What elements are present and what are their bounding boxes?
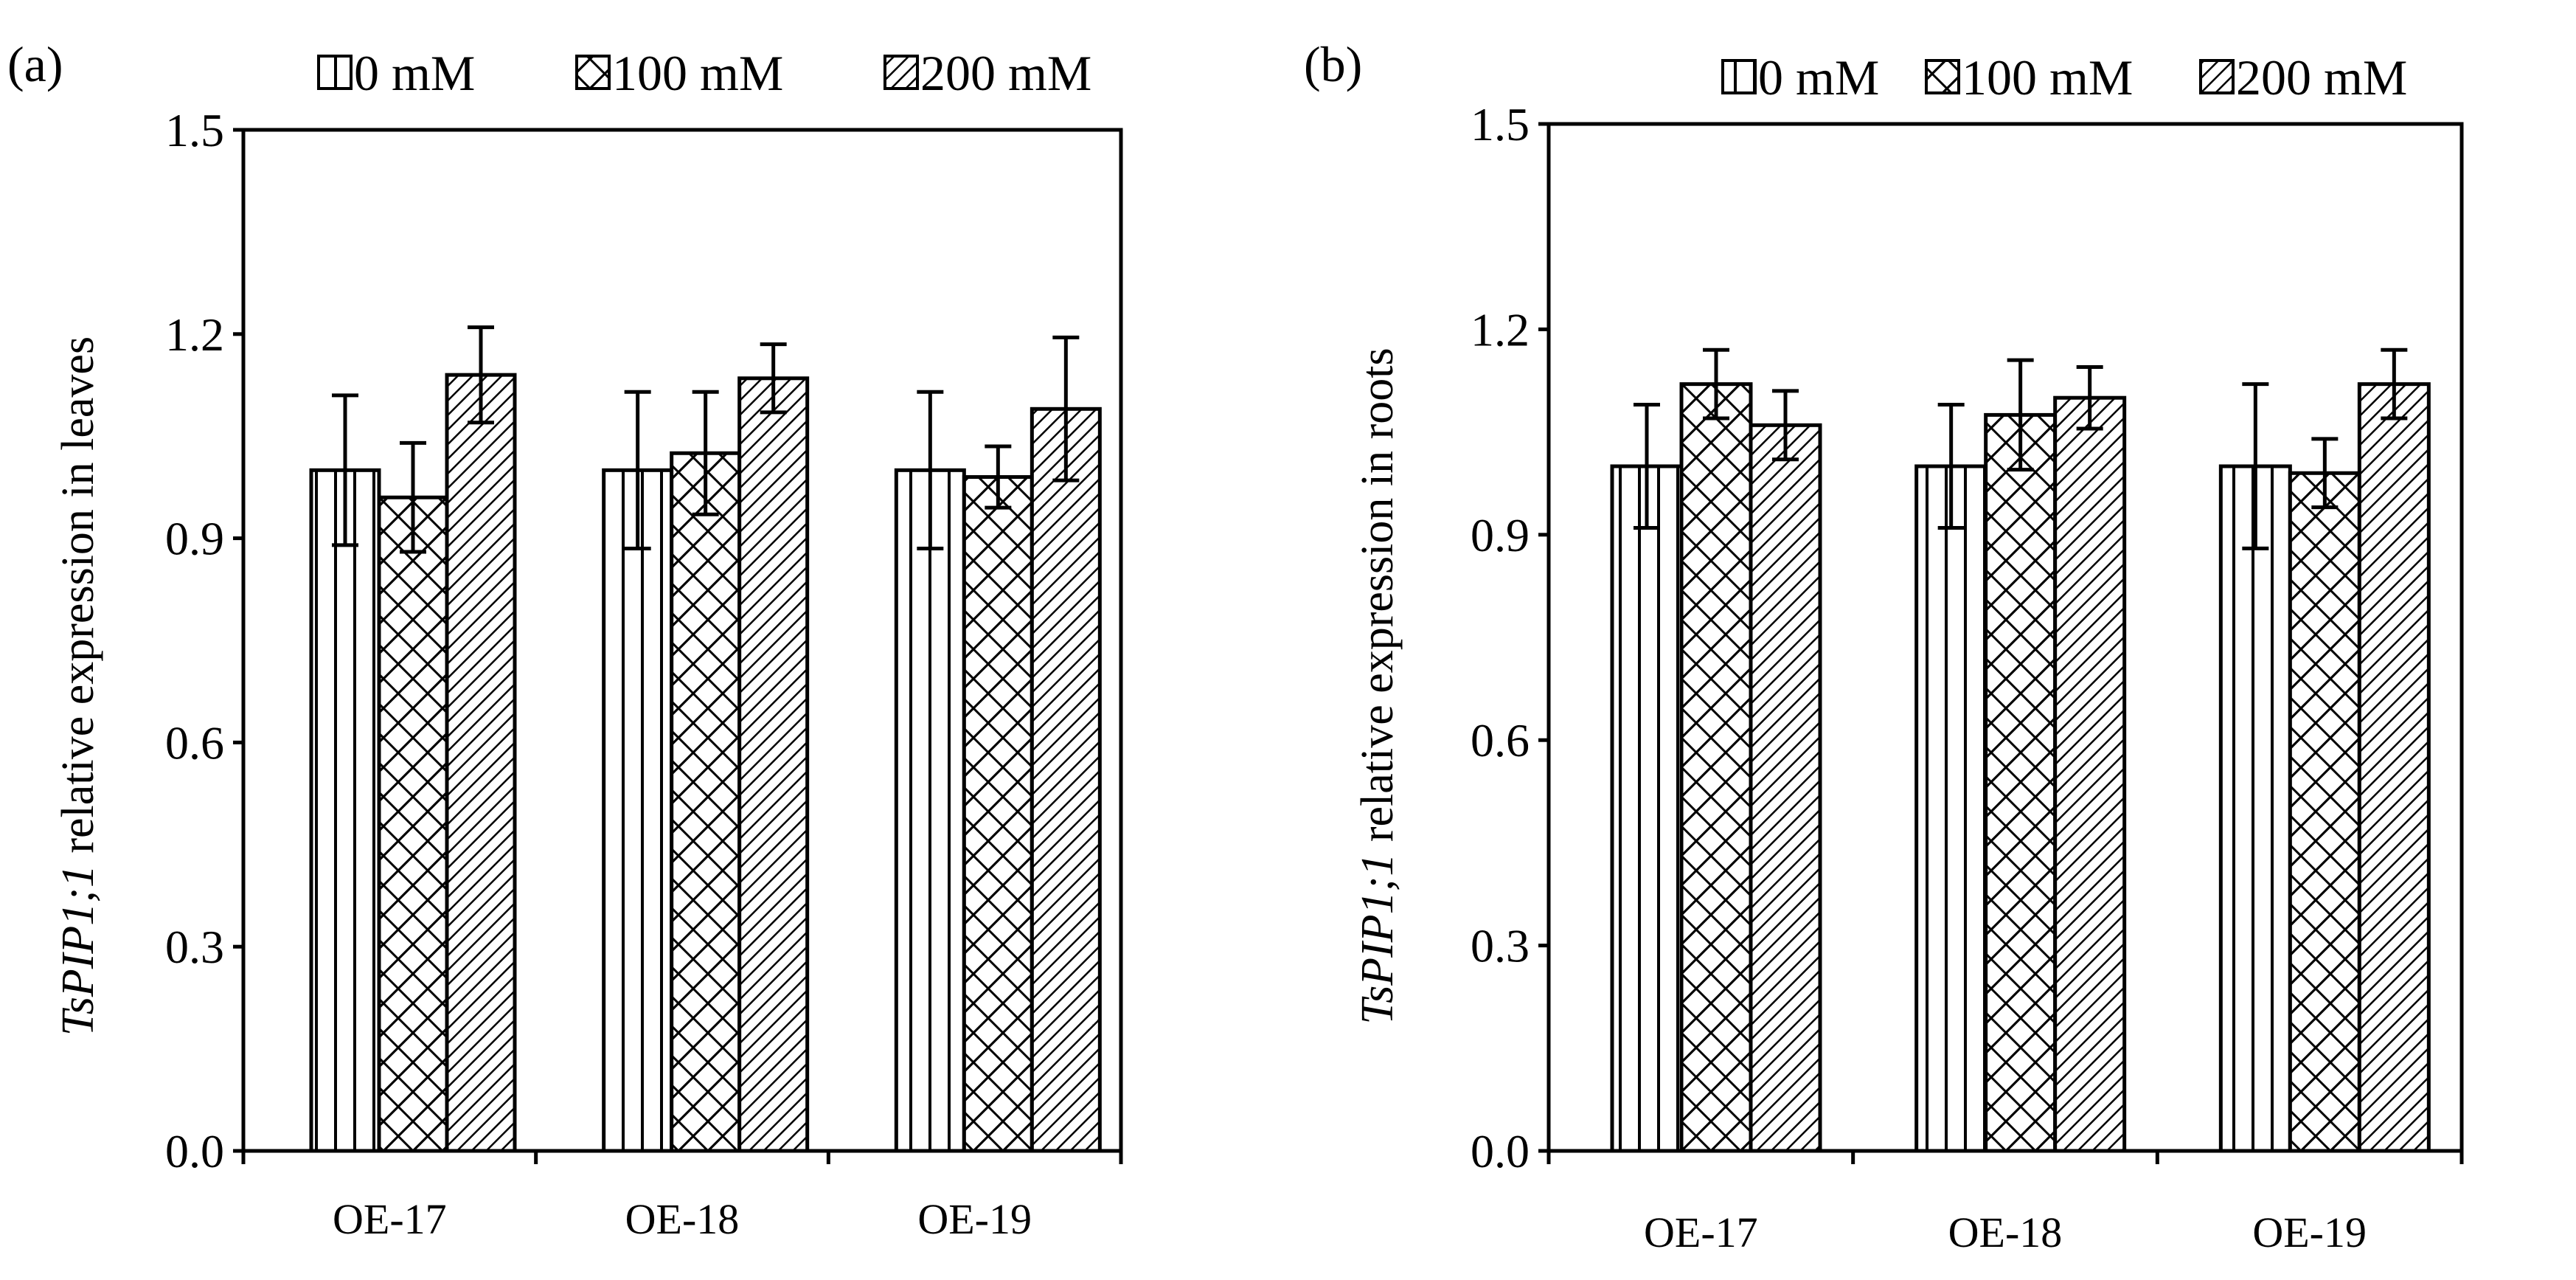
error-bar (2242, 382, 2269, 550)
bar-0mm-oe-18 (602, 468, 674, 1153)
legend-swatch-0mm (1721, 59, 1757, 94)
error-bar (1634, 402, 1660, 530)
error-bar (985, 444, 1012, 510)
legend-label-100mm: 100 mM (612, 45, 783, 101)
legend-label-200mm: 200 mM (920, 45, 1091, 101)
error-bar (692, 390, 719, 516)
y-axis-label-rest: relative expression in leaves (53, 336, 103, 865)
y-tick-label: 0.0 (165, 1125, 224, 1177)
bar-100mm-oe-18 (670, 451, 742, 1153)
error-bar (332, 393, 358, 547)
error-bar (1703, 347, 1729, 421)
x-category-label: OE-18 (625, 1195, 740, 1243)
legend: 0 mM 100 mM 200 mM (317, 45, 1091, 101)
panel-b: (b) 0 mM 100 mM 200 mM TsPIP1;1 relative… (1304, 36, 2464, 1256)
bar-0mm-oe-17 (309, 468, 381, 1153)
y-tick-label: 0.3 (165, 921, 224, 973)
plot-area: 0.0 0.3 0.6 0.9 1.2 1.5 OE-17 OE-18 OE-19 (165, 104, 1123, 1243)
error-bar (624, 390, 651, 550)
bar-0mm-oe-19 (894, 468, 966, 1153)
bar-100mm-oe-19 (962, 475, 1034, 1153)
y-tick-label: 0.6 (165, 716, 224, 769)
legend-swatch-100mm (1925, 59, 1960, 94)
legend-label-0mm: 0 mM (1758, 49, 1879, 105)
bar-100mm-oe-19 (2288, 471, 2361, 1153)
error-bar (1052, 335, 1080, 482)
x-category-label: OE-19 (917, 1195, 1032, 1243)
bar-200mm-oe-17 (445, 373, 517, 1153)
legend-label-100mm: 100 mM (1962, 49, 2133, 105)
bar-200mm-oe-17 (1749, 423, 1822, 1153)
plot-area: 0.0 0.3 0.6 0.9 1.2 1.5 OE-17 OE-18 OE-19 (1471, 98, 2464, 1256)
panel-label: (a) (7, 36, 63, 92)
legend-swatch-0mm (317, 55, 353, 90)
y-tick-label: 1.2 (1471, 303, 1530, 356)
legend-label-200mm: 200 mM (2236, 49, 2407, 105)
bar-200mm-oe-19 (1030, 407, 1102, 1153)
y-tick-label: 0.0 (1471, 1125, 1530, 1177)
legend-label-0mm: 0 mM (354, 45, 475, 101)
bar-200mm-oe-19 (2357, 382, 2431, 1153)
y-tick-label: 1.2 (165, 308, 224, 361)
bar-200mm-oe-18 (2053, 395, 2127, 1153)
x-category-label: OE-18 (1948, 1208, 2063, 1256)
x-category-label: OE-17 (1644, 1208, 1758, 1256)
y-tick-label: 0.3 (1471, 920, 1530, 972)
y-tick-label: 0.6 (1471, 714, 1530, 767)
legend-swatch-200mm (883, 55, 919, 90)
bar-0mm-oe-18 (1914, 464, 1988, 1153)
error-bar (468, 325, 494, 425)
y-tick-label: 0.9 (1471, 509, 1530, 561)
panel-a: (a) 0 mM 100 mM 200 mM TsPIP1;1 relative… (7, 36, 1123, 1243)
y-tick-label: 0.9 (165, 513, 224, 565)
x-category-label: OE-17 (333, 1195, 447, 1243)
bar-0mm-oe-17 (1610, 464, 1684, 1153)
error-bar (1937, 402, 1965, 530)
legend: 0 mM 100 mM 200 mM (1721, 49, 2407, 105)
error-bar (2076, 364, 2103, 431)
bar-100mm-oe-18 (1984, 412, 2058, 1153)
error-bar (2381, 347, 2408, 421)
y-tick-label: 1.5 (165, 104, 224, 156)
error-bar (2311, 437, 2339, 510)
bar-0mm-oe-19 (2218, 464, 2292, 1153)
legend-swatch-200mm (2199, 59, 2235, 94)
error-bar (2007, 358, 2034, 472)
error-bar (1772, 389, 1799, 462)
x-category-label: OE-19 (2252, 1208, 2367, 1256)
y-tick-label: 1.5 (1471, 98, 1530, 151)
legend-swatch-100mm (575, 55, 611, 90)
error-bar (400, 440, 426, 554)
error-bar (760, 342, 787, 415)
y-axis-label-gene: TsPIP1;1 (53, 865, 103, 1036)
panel-label: (b) (1304, 36, 1362, 92)
bar-200mm-oe-18 (737, 376, 810, 1153)
y-axis-label-rest: relative expression in roots (1353, 347, 1403, 853)
bar-100mm-oe-17 (1679, 382, 1753, 1153)
y-axis-label: TsPIP1;1 relative expression in roots (1353, 347, 1403, 1024)
error-bar (917, 390, 944, 550)
bar-100mm-oe-17 (377, 495, 449, 1153)
y-axis-label-gene: TsPIP1;1 (1353, 854, 1403, 1025)
y-axis-label: TsPIP1;1 relative expression in leaves (53, 336, 103, 1036)
